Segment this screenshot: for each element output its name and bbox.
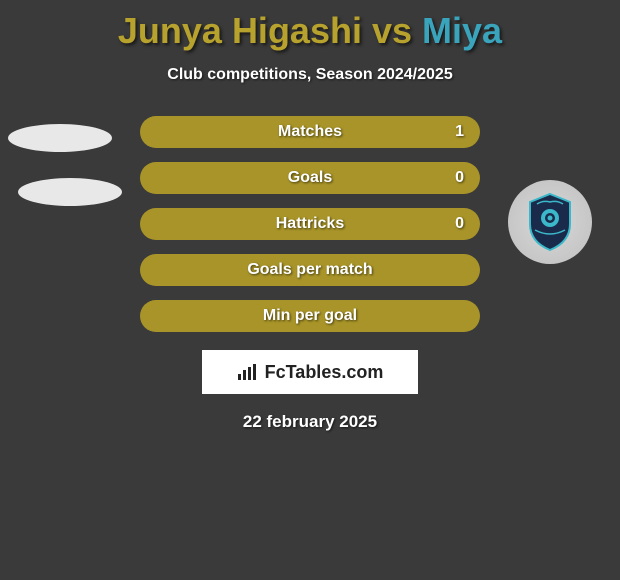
stat-label: Goals per match — [247, 261, 372, 279]
player1-placeholder-0 — [8, 124, 112, 152]
club-crest — [508, 180, 592, 264]
subtitle: Club competitions, Season 2024/2025 — [0, 66, 620, 84]
stat-row-goals: Goals 0 — [140, 162, 480, 194]
stat-label: Matches — [278, 123, 342, 141]
site-badge: FcTables.com — [202, 350, 418, 394]
badge-text: FcTables.com — [265, 362, 384, 383]
stat-label: Goals — [288, 169, 332, 187]
comparison-title: Junya Higashi vs Miya — [0, 0, 620, 52]
date-text: 22 february 2025 — [0, 412, 620, 432]
player1-name: Junya Higashi — [118, 10, 362, 51]
stat-label: Min per goal — [263, 307, 357, 325]
player1-placeholder-1 — [18, 178, 122, 206]
stat-value: 0 — [455, 215, 464, 233]
stat-value: 0 — [455, 169, 464, 187]
stat-value: 1 — [455, 123, 464, 141]
player2-name: Miya — [422, 10, 502, 51]
stat-label: Hattricks — [276, 215, 344, 233]
stat-row-goals-per-match: Goals per match — [140, 254, 480, 286]
stat-row-min-per-goal: Min per goal — [140, 300, 480, 332]
vs-text: vs — [372, 10, 412, 51]
stat-row-matches: Matches 1 — [140, 116, 480, 148]
bars-icon — [237, 363, 259, 381]
stat-row-hattricks: Hattricks 0 — [140, 208, 480, 240]
